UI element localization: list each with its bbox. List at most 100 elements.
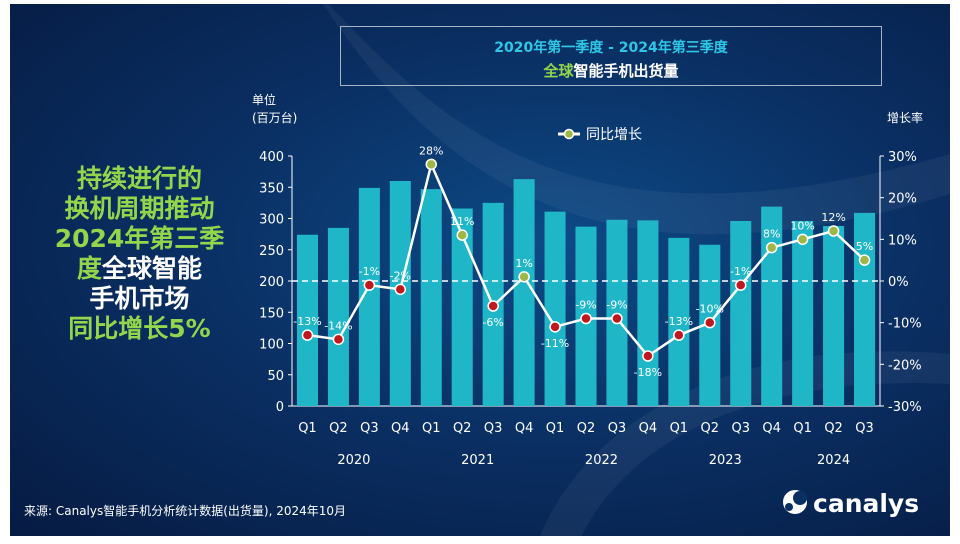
headline-line-5: 手机市场 [89, 284, 190, 313]
growth-point [827, 225, 840, 237]
canalys-logo-text: canalys [813, 489, 920, 518]
growth-point [332, 333, 345, 346]
y2-axis-title: 增长率 [887, 110, 923, 125]
y2-tick-label: 10% [888, 233, 917, 248]
legend-label: 同比增长 [586, 127, 642, 143]
growth-data-label: 12% [821, 211, 845, 224]
headline-text: 持续进行的 换机周期推动 2024年第三季 度全球智能 手机市场 同比增长5% [32, 164, 247, 344]
growth-point [549, 321, 561, 333]
x-tick-label: Q2 [824, 421, 843, 436]
y2-tick-label: 30% [888, 150, 917, 165]
growth-point [642, 350, 654, 362]
bar [358, 187, 380, 406]
growth-data-label: -1% [359, 265, 380, 278]
headline-line-3: 2024年第三季 [54, 224, 225, 253]
chart-title-rest: 智能手机出货量 [573, 62, 679, 80]
chart-title-period: 2020年第一季度 - 2024年第三季度 [494, 40, 728, 56]
growth-point [363, 279, 376, 291]
year-label: 2022 [585, 453, 618, 468]
year-label: 2023 [709, 453, 742, 468]
bar [420, 189, 442, 406]
y-tick-label: 150 [259, 306, 284, 321]
y-tick-label: 200 [259, 275, 284, 290]
bar [668, 237, 690, 406]
x-tick-label: Q4 [762, 421, 781, 436]
bar [544, 211, 566, 406]
growth-point [796, 233, 809, 246]
chart-title: 全球智能手机出货量 [341, 60, 881, 81]
growth-point [765, 241, 778, 254]
growth-point [425, 158, 438, 171]
growth-point [734, 279, 747, 291]
y-axis-title: 单位 [252, 92, 276, 107]
x-tick-label: Q1 [546, 421, 565, 436]
x-tick-label: Q1 [422, 421, 441, 436]
growth-data-label: -2% [390, 269, 411, 282]
bar [327, 227, 349, 406]
x-tick-label: Q4 [639, 421, 658, 436]
bar [513, 179, 535, 406]
y-axis-title-unit: (百万台) [252, 110, 297, 125]
growth-point [580, 312, 592, 325]
x-tick-label: Q2 [453, 421, 472, 436]
y2-tick-label: -10% [888, 317, 922, 332]
chart-title-box: 2020年第一季度 - 2024年第三季度 全球智能手机出货量 [340, 26, 882, 86]
growth-data-label: -13% [293, 315, 321, 328]
y-tick-label: 0 [276, 400, 284, 415]
x-tick-label: Q2 [329, 421, 348, 436]
y2-tick-label: -20% [888, 358, 922, 373]
growth-point [611, 312, 623, 325]
growth-data-label: 1% [515, 257, 532, 270]
growth-data-label: -1% [730, 265, 751, 278]
x-tick-label: Q3 [855, 421, 874, 436]
x-tick-label: Q4 [515, 421, 534, 436]
bar [451, 208, 473, 406]
bar [637, 220, 659, 406]
growth-point [518, 271, 530, 283]
y-tick-label: 350 [259, 181, 284, 196]
headline-line-4-green: 度 [76, 254, 102, 283]
growth-data-label: -9% [606, 299, 627, 312]
y-tick-label: 300 [259, 213, 284, 228]
x-tick-label: Q1 [298, 421, 317, 436]
year-label: 2021 [461, 453, 494, 468]
y2-tick-label: -30% [888, 400, 922, 415]
canalys-logo-icon [783, 490, 807, 514]
headline-line-4: 度全球智能 [32, 254, 247, 284]
x-tick-label: Q1 [670, 421, 689, 436]
x-tick-label: Q2 [577, 421, 596, 436]
growth-data-label: 8% [763, 228, 780, 241]
growth-point [487, 300, 499, 312]
growth-point [704, 316, 716, 329]
growth-point [301, 329, 314, 341]
slide: 2020年第一季度 - 2024年第三季度 全球智能手机出货量 持续进行的 换机… [10, 4, 950, 536]
growth-data-label: -13% [665, 315, 693, 328]
growth-data-label: 28% [419, 144, 443, 157]
growth-data-label: -18% [634, 366, 662, 379]
y-tick-label: 100 [259, 338, 284, 353]
year-label: 2024 [817, 453, 850, 468]
x-tick-label: Q2 [701, 421, 720, 436]
growth-point [858, 254, 871, 266]
growth-data-label: -6% [482, 316, 503, 329]
y-tick-label: 250 [259, 244, 284, 259]
bar [823, 226, 845, 406]
headline-line-2: 换机周期推动 [64, 194, 215, 223]
x-tick-label: Q3 [608, 421, 627, 436]
growth-point [394, 283, 407, 296]
headline-line-4-white: 全球智能 [102, 254, 203, 283]
source-note: 来源: Canalys智能手机分析统计数据(出货量), 2024年10月 [24, 504, 347, 518]
headline-line-6: 同比增长5% [68, 314, 211, 343]
x-tick-label: Q1 [793, 421, 812, 436]
growth-point [673, 329, 685, 341]
y2-tick-label: 20% [888, 192, 917, 207]
growth-data-label: -11% [541, 337, 569, 350]
x-tick-label: Q4 [391, 421, 410, 436]
chart-title-highlight: 全球 [543, 62, 574, 80]
bar [296, 234, 318, 406]
bar [761, 206, 783, 406]
growth-data-label: 11% [450, 215, 474, 228]
headline-line-1: 持续进行的 [76, 164, 202, 193]
bar [730, 221, 752, 406]
legend-marker [563, 128, 575, 140]
